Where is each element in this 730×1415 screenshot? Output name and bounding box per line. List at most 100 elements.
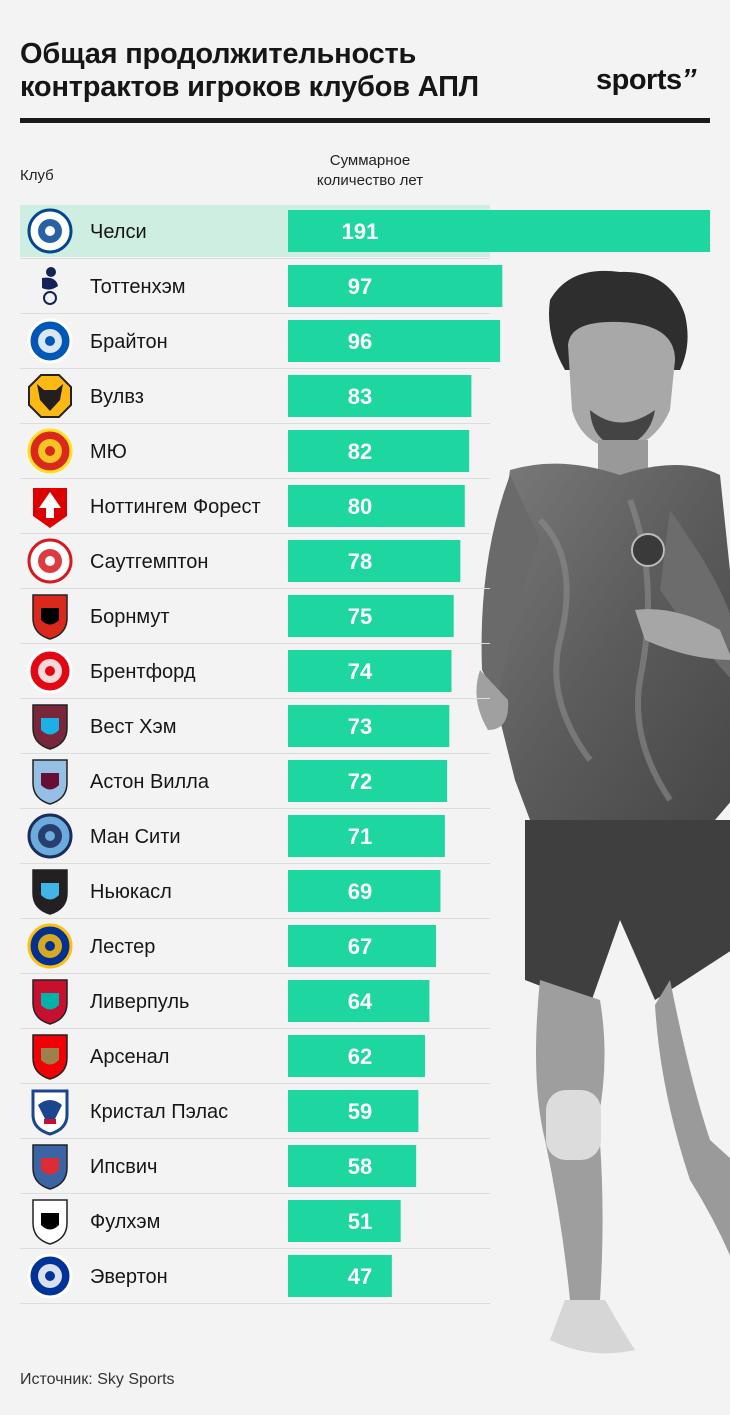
bar-value-label: 75	[348, 604, 372, 629]
crystal-palace-crest-icon	[31, 1089, 69, 1136]
bar	[288, 1255, 392, 1297]
table-row: Брентфорд 74	[20, 648, 490, 699]
table-row: Ньюкасл 69	[20, 869, 490, 919]
chelsea-crest-icon	[27, 208, 73, 254]
club-name: Борнмут	[90, 606, 170, 628]
bar	[288, 210, 710, 252]
bar-value-label: 82	[348, 439, 372, 464]
bar-value-label: 83	[348, 384, 372, 409]
source-note: Источник: Sky Sports	[20, 1371, 175, 1388]
club-name: Кристал Пэлас	[90, 1101, 228, 1123]
brighton-crest-icon	[27, 318, 73, 364]
bar	[288, 870, 441, 912]
club-name: Челси	[90, 221, 147, 243]
table-row: Брайтон 96	[20, 318, 501, 369]
table-row: Астон Вилла 72	[20, 759, 490, 809]
table-row: Челси 191	[20, 205, 710, 259]
table-row: Арсенал 62	[20, 1034, 490, 1084]
club-column-header: Клуб	[20, 167, 54, 184]
bar-value-label: 59	[348, 1099, 372, 1124]
table-row: Ман Сити 71	[20, 813, 490, 864]
club-name: Тоттенхэм	[90, 276, 186, 298]
brand-mark: ’’	[681, 64, 697, 96]
brentford-crest-icon	[27, 648, 73, 694]
bar-value-label: 69	[348, 879, 372, 904]
years-column-header: Суммарное количество лет	[300, 151, 440, 191]
bar	[288, 540, 461, 582]
aston-villa-crest-icon	[32, 759, 68, 805]
bar	[288, 980, 430, 1022]
table-row: Саутгемптон 78	[20, 538, 490, 589]
club-name: Ливерпуль	[90, 991, 189, 1013]
club-name: Фулхэм	[90, 1211, 160, 1233]
nottingham-forest-crest-icon	[33, 488, 67, 528]
bar-value-label: 73	[348, 714, 372, 739]
years-header-line-2: количество лет	[316, 172, 424, 189]
table-row: Фулхэм 51	[20, 1199, 490, 1249]
west-ham-crest-icon	[32, 704, 68, 750]
bar	[288, 265, 503, 307]
table-row: Вест Хэм 73	[20, 704, 490, 754]
table-row: Ипсвич 58	[20, 1144, 490, 1194]
bar-value-label: 62	[348, 1044, 372, 1069]
table-row: Борнмут 75	[20, 594, 490, 644]
table-row: Тоттенхэм 97	[20, 265, 503, 314]
bar	[288, 375, 472, 417]
club-name: Брентфорд	[90, 661, 196, 683]
page-title: Общая продолжительность контрактов игроко…	[20, 38, 479, 104]
table-row: Кристал Пэлас 59	[20, 1089, 490, 1139]
tottenham-crest-icon	[42, 267, 58, 305]
table-row: Эвертон 47	[20, 1253, 490, 1304]
bar	[288, 760, 448, 802]
club-name: Ипсвич	[90, 1156, 157, 1178]
club-name: Ноттингем Форест	[90, 496, 261, 518]
table-row: Лестер 67	[20, 923, 490, 974]
bar	[288, 1200, 401, 1242]
sports-logo: sports’’	[596, 64, 696, 97]
table-row: Вулвз 83	[20, 374, 490, 424]
years-header-line-1: Суммарное	[329, 152, 411, 169]
bar-value-label: 47	[348, 1264, 372, 1289]
bar-value-label: 64	[348, 989, 373, 1014]
bar	[288, 650, 452, 692]
bar-value-label: 58	[348, 1154, 372, 1179]
club-name: Эвертон	[90, 1266, 168, 1288]
brand-name: sports	[596, 64, 682, 96]
bournemouth-crest-icon	[32, 594, 68, 640]
bar	[288, 815, 445, 857]
bar-value-label: 78	[348, 549, 372, 574]
club-name: Брайтон	[90, 331, 168, 353]
bar-value-label: 51	[348, 1209, 372, 1234]
header-divider	[20, 118, 710, 123]
table-row: Ливерпуль 64	[20, 979, 490, 1029]
bar	[288, 1145, 417, 1187]
bar	[288, 925, 437, 967]
bar	[288, 320, 501, 362]
bar-value-label: 67	[348, 934, 372, 959]
man-city-crest-icon	[27, 813, 73, 859]
club-name: Астон Вилла	[90, 771, 210, 793]
player-photo	[476, 270, 730, 1354]
club-name: Саутгемптон	[90, 551, 208, 573]
title-line-1: Общая продолжительность	[20, 38, 417, 70]
fulham-crest-icon	[32, 1199, 68, 1245]
bar-value-label: 80	[348, 494, 372, 519]
man-utd-crest-icon	[27, 428, 73, 474]
table-row: МЮ 82	[20, 428, 490, 479]
club-name: Ньюкасл	[90, 881, 172, 903]
bar-value-label: 71	[348, 824, 372, 849]
bar-value-label: 191	[342, 219, 379, 244]
bar	[288, 430, 470, 472]
wolves-crest-icon	[28, 374, 72, 418]
club-name: Арсенал	[90, 1046, 169, 1068]
bar	[288, 1035, 425, 1077]
leicester-crest-icon	[27, 923, 73, 969]
club-name: Вест Хэм	[90, 716, 176, 738]
southampton-crest-icon	[27, 538, 73, 584]
arsenal-crest-icon	[32, 1034, 68, 1080]
liverpool-crest-icon	[32, 979, 68, 1025]
club-name: Вулвз	[90, 386, 144, 408]
bar	[288, 595, 454, 637]
title-line-2: контрактов игроков клубов АПЛ	[20, 71, 479, 103]
club-name: Ман Сити	[90, 826, 181, 848]
